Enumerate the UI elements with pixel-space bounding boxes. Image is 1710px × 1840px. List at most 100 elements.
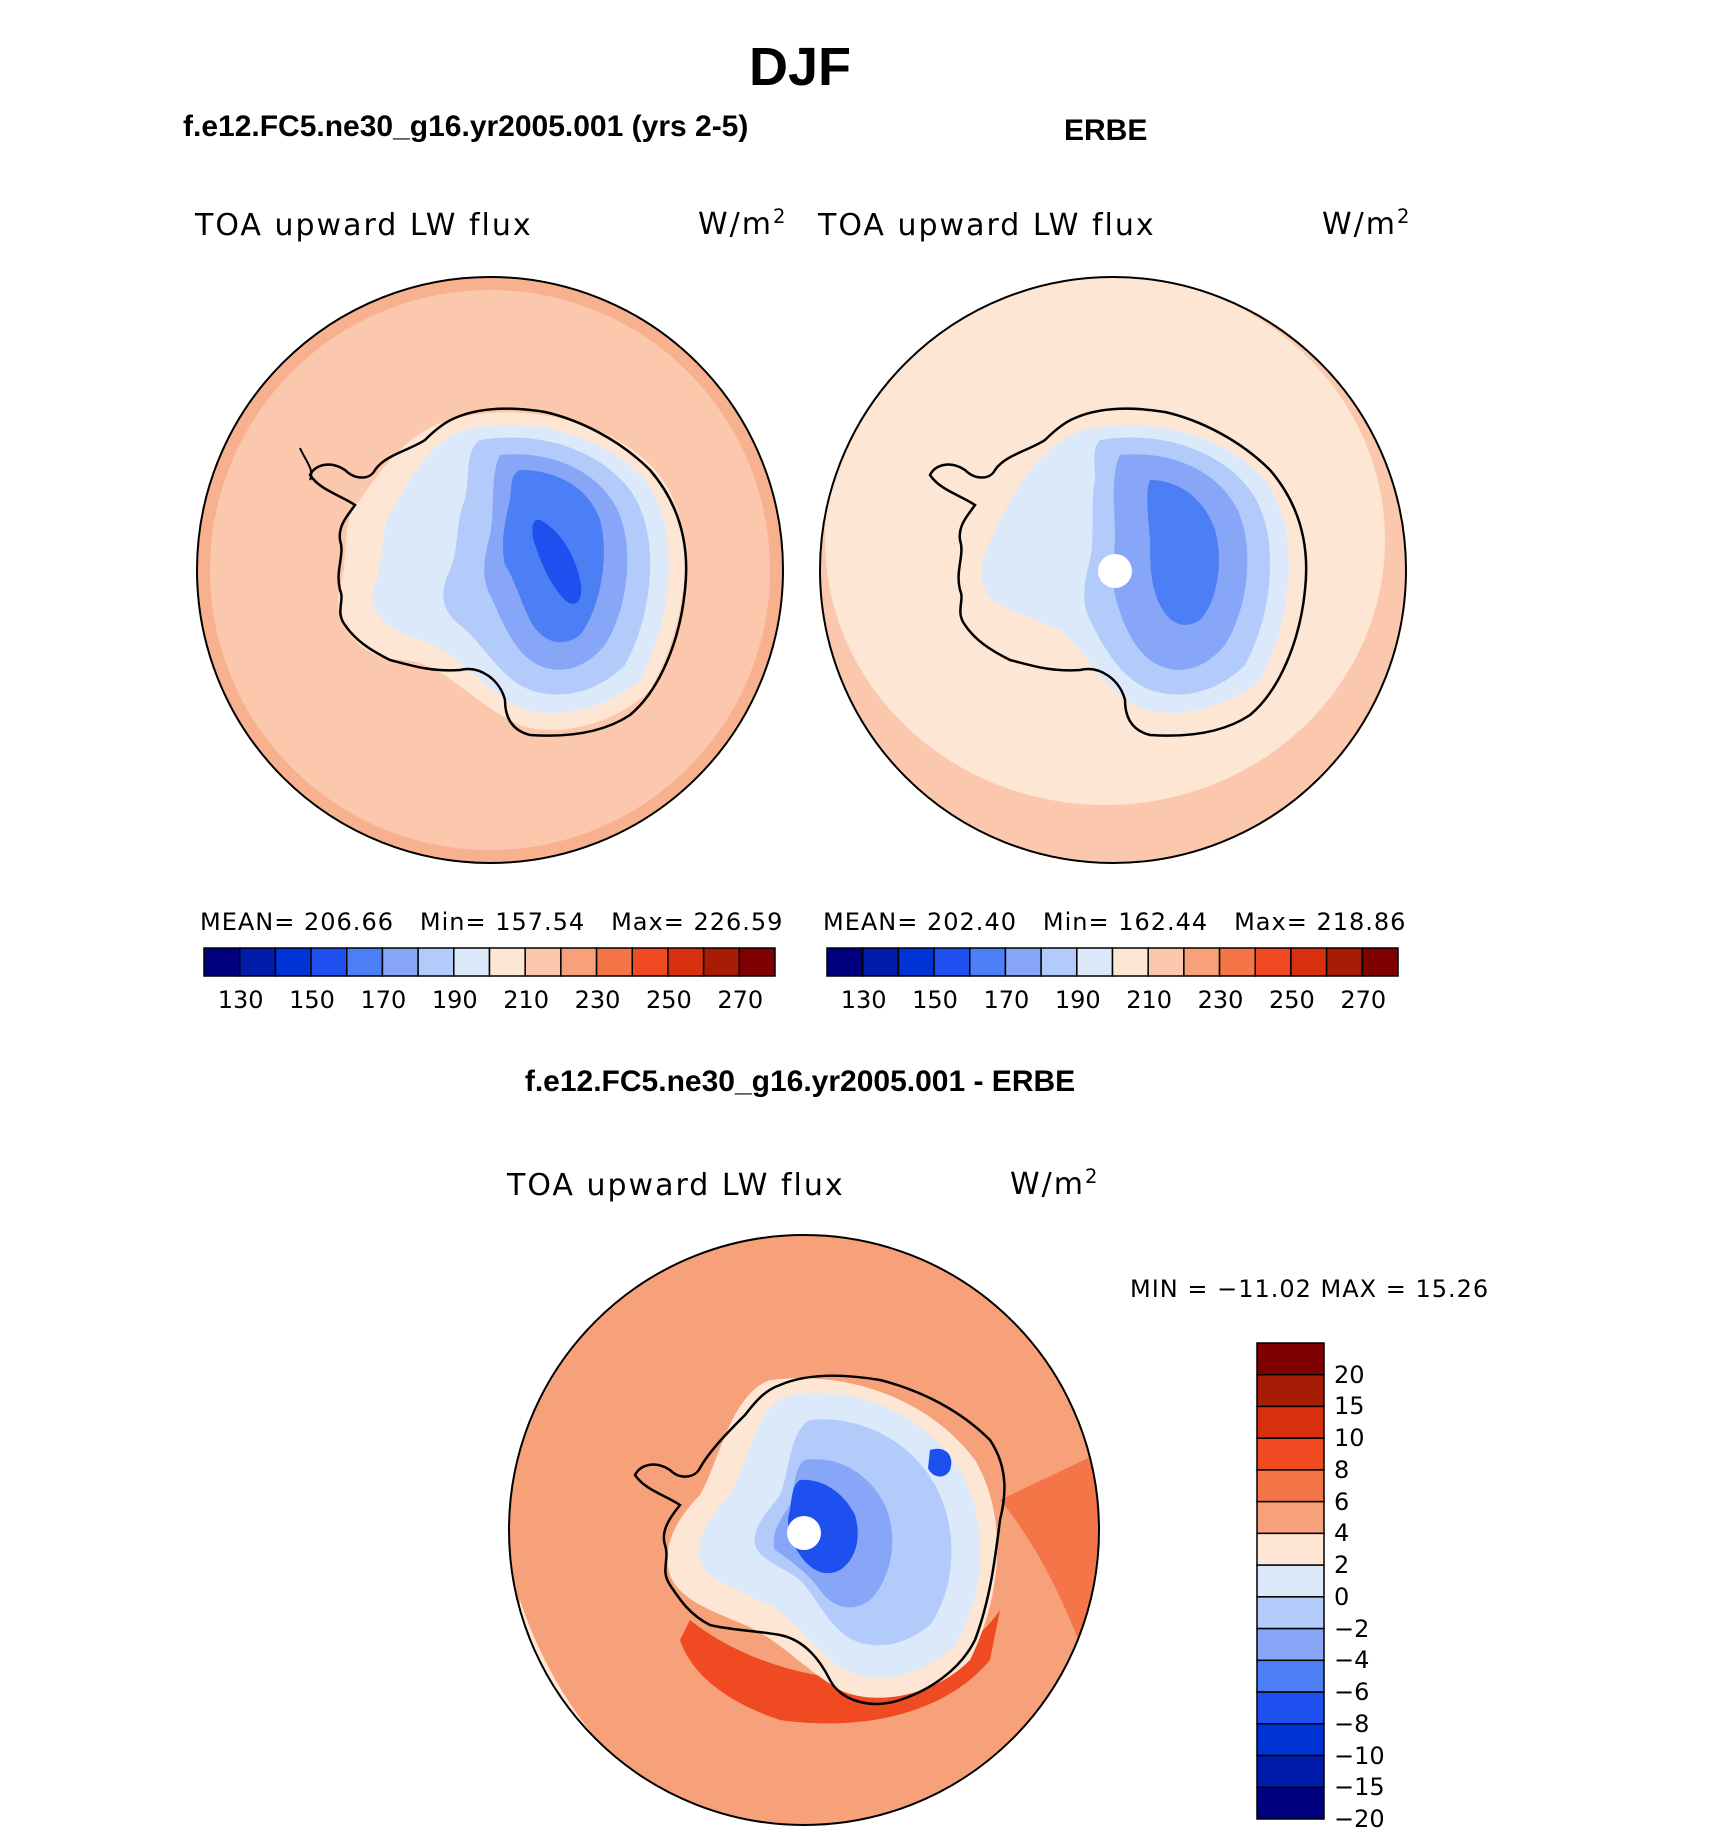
- colorbar-tick-label: 150: [912, 986, 958, 1014]
- colorbar-tick-label: 0: [1334, 1582, 1350, 1611]
- colorbar-tick-label: 6: [1334, 1487, 1350, 1516]
- colorbar-tick-label: 230: [574, 986, 621, 1014]
- colorbar-swatch: [346, 947, 384, 977]
- colorbar-tick-label: 270: [717, 986, 764, 1014]
- colorbar-tick-label: 250: [1268, 986, 1315, 1014]
- colorbar-swatch: [667, 947, 705, 977]
- colorbar-swatch: [595, 947, 633, 977]
- colorbar-swatch: [1147, 947, 1185, 977]
- units-label-difference: W/m2: [1010, 1165, 1100, 1202]
- map-boundary-obs: [819, 276, 1407, 864]
- pole-hole-obs: [1098, 554, 1132, 588]
- panel-title-obs: ERBE: [1064, 114, 1148, 147]
- colorbar-swatch: [524, 947, 562, 977]
- map-boundary-difference: [508, 1234, 1100, 1826]
- colorbar-tick-label: 10: [1334, 1424, 1365, 1453]
- colorbar-tick-label: −15: [1334, 1773, 1385, 1802]
- colorbar-tick-label: 250: [645, 986, 692, 1014]
- colorbar-tick-label: 130: [840, 986, 887, 1014]
- colorbar-tick-label: −10: [1334, 1741, 1385, 1770]
- colorbar-tick-label: −6: [1334, 1678, 1370, 1707]
- colorbar-swatch: [1183, 947, 1221, 977]
- colorbar-tick-label: 190: [1054, 986, 1101, 1014]
- colorbar-swatch: [238, 947, 277, 977]
- units-label-model: W/m2: [698, 205, 788, 242]
- units-label-obs: W/m2: [1322, 205, 1412, 242]
- colorbar-swatch: [1256, 1469, 1325, 1503]
- colorbar-swatch: [1256, 1532, 1325, 1566]
- colorbar-tick-label: 190: [431, 986, 478, 1014]
- colorbar-swatch: [1111, 947, 1149, 977]
- variable-label-difference: TOA upward LW flux: [507, 1168, 845, 1203]
- colorbar-tick-label: 130: [217, 986, 264, 1014]
- colorbar-model: [203, 947, 776, 977]
- pole-hole-difference: [787, 1516, 821, 1550]
- colorbar-tick-label: 210: [1126, 986, 1172, 1014]
- map-boundary-model: [196, 276, 784, 864]
- colorbar-tick-label: −4: [1334, 1646, 1370, 1675]
- colorbar-tick-label: −8: [1334, 1709, 1370, 1738]
- colorbar-swatch: [826, 947, 864, 977]
- variable-label-model: TOA upward LW flux: [195, 208, 533, 243]
- colorbar-tick-label: −20: [1334, 1805, 1385, 1833]
- colorbar-tick-label: 8: [1334, 1455, 1350, 1484]
- panel-title-difference: f.e12.FC5.ne30_g16.yr2005.001 - ERBE: [524, 1065, 1076, 1098]
- colorbar-swatch: [1256, 1691, 1325, 1725]
- variable-label-obs: TOA upward LW flux: [818, 208, 1156, 243]
- colorbar-swatch: [203, 947, 241, 977]
- colorbar-swatch: [1004, 947, 1042, 977]
- colorbar-swatch: [1325, 947, 1364, 977]
- colorbar-obs: [826, 947, 1399, 977]
- colorbar-swatch: [381, 947, 419, 977]
- colorbar-swatch: [1256, 1786, 1325, 1820]
- figure-title: DJF: [748, 37, 851, 97]
- colorbar-tick-label: 210: [503, 986, 549, 1014]
- colorbar-swatch: [1256, 1627, 1325, 1662]
- colorbar-swatch: [631, 947, 669, 977]
- colorbar-tick-label: 150: [289, 986, 335, 1014]
- colorbar-tick-label: 270: [1340, 986, 1387, 1014]
- stats-difference: MIN = −11.02 MAX = 15.26: [1130, 1275, 1490, 1303]
- colorbar-tick-label: −2: [1334, 1614, 1370, 1643]
- colorbar-swatch: [453, 947, 491, 977]
- colorbar-swatch: [702, 947, 741, 977]
- polar-map-obs: [820, 277, 1406, 863]
- colorbar-swatch: [1256, 1405, 1325, 1439]
- polar-map-model: [197, 277, 783, 863]
- colorbar-swatch: [417, 947, 455, 977]
- colorbar-tick-label: 4: [1334, 1519, 1350, 1548]
- colorbar-swatch: [1256, 1596, 1325, 1630]
- colorbar-swatch: [1290, 947, 1328, 977]
- colorbar-swatch: [1256, 1342, 1325, 1376]
- colorbar-swatch: [861, 947, 900, 977]
- colorbar-swatch: [1254, 947, 1292, 977]
- colorbar-swatch: [897, 947, 935, 977]
- colorbar-swatch: [1256, 1373, 1325, 1408]
- stats-obs: MEAN= 202.40 Min= 162.44 Max= 218.86: [823, 908, 1407, 936]
- colorbar-tick-label: 20: [1334, 1360, 1365, 1389]
- colorbar-swatch: [488, 947, 526, 977]
- colorbar-swatch: [1256, 1754, 1325, 1789]
- colorbar-swatch: [1256, 1659, 1325, 1693]
- colorbar-swatch: [1256, 1500, 1325, 1535]
- colorbar-swatch: [560, 947, 598, 977]
- colorbar-swatch: [1256, 1437, 1325, 1471]
- colorbar-tick-label: 170: [360, 986, 407, 1014]
- stats-model: MEAN= 206.66 Min= 157.54 Max= 226.59: [200, 908, 784, 936]
- colorbar-difference: [1256, 1342, 1325, 1820]
- colorbar-swatch: [1361, 947, 1399, 977]
- colorbar-swatch: [274, 947, 312, 977]
- colorbar-tick-label: 170: [983, 986, 1030, 1014]
- colorbar-tick-label: 230: [1197, 986, 1244, 1014]
- colorbar-tick-label: 2: [1334, 1551, 1350, 1580]
- colorbar-swatch: [933, 947, 971, 977]
- colorbar-tick-label: 15: [1334, 1392, 1365, 1421]
- colorbar-swatch: [738, 947, 776, 977]
- colorbar-swatch: [1076, 947, 1114, 977]
- colorbar-swatch: [1040, 947, 1078, 977]
- colorbar-swatch: [1218, 947, 1256, 977]
- colorbar-swatch: [310, 947, 348, 977]
- colorbar-swatch: [1256, 1723, 1325, 1757]
- colorbar-swatch: [1256, 1564, 1325, 1598]
